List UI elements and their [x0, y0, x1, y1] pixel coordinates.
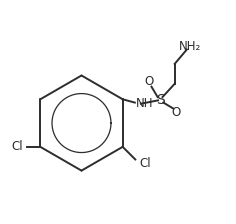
Text: Cl: Cl	[11, 140, 23, 153]
Text: O: O	[144, 75, 153, 88]
Text: NH: NH	[136, 97, 153, 110]
Text: NH₂: NH₂	[179, 40, 201, 53]
Text: S: S	[156, 93, 165, 107]
Text: Cl: Cl	[139, 157, 151, 170]
Text: O: O	[171, 106, 181, 119]
